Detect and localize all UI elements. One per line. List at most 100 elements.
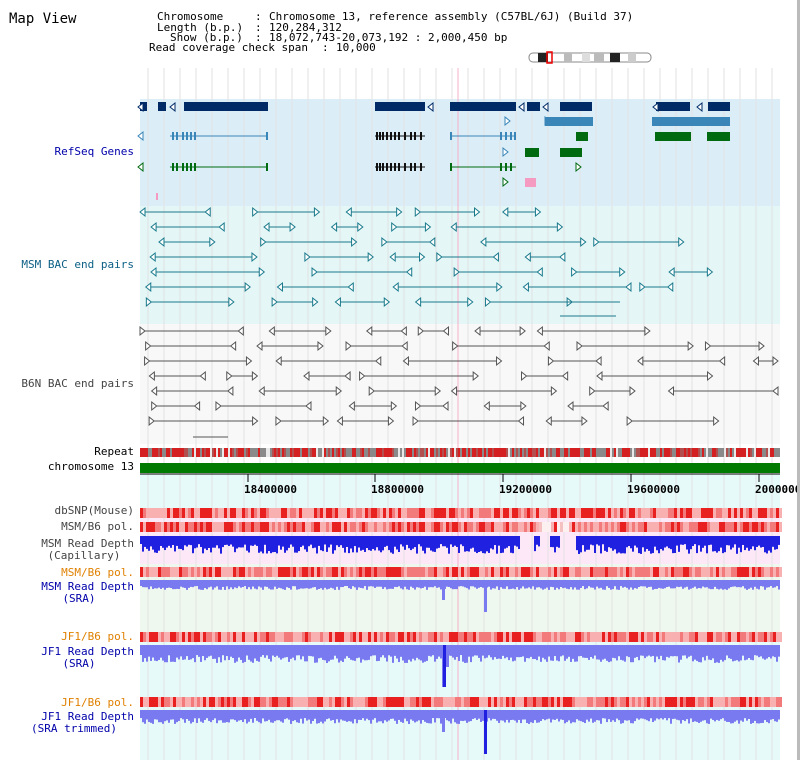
msm-cap-depth xyxy=(732,536,734,548)
msm-pol2-strip xyxy=(518,567,521,577)
repeat-segment xyxy=(174,448,176,457)
msm-cap-depth xyxy=(222,536,224,548)
jf1-pol2-strip xyxy=(740,697,743,707)
jf1-trim-depth xyxy=(704,710,706,721)
msm-sra-depth xyxy=(616,580,618,590)
jf1-pol2-strip xyxy=(545,697,548,707)
msm-pol-strip xyxy=(263,522,266,532)
transcript-exon xyxy=(450,132,452,140)
msm-bac-end xyxy=(389,251,396,263)
msm-pol-strip xyxy=(488,522,491,532)
jf1-trim-depth xyxy=(708,710,710,724)
msm-sra-depth xyxy=(420,580,422,589)
chromosome-ideogram[interactable] xyxy=(528,51,652,64)
repeat-segment xyxy=(440,448,442,457)
msm-bac-end xyxy=(524,251,531,263)
msm-pol-strip xyxy=(737,522,740,532)
msm-sra-depth xyxy=(314,580,316,588)
dbsnp-strip xyxy=(677,508,680,518)
jf1-trim-depth xyxy=(632,710,634,724)
repeat-segment xyxy=(736,448,738,457)
msm-pol-strip xyxy=(245,522,248,532)
jf1-trim-depth xyxy=(644,710,646,720)
msm-pol2-strip xyxy=(347,567,350,577)
msm-sra-depth xyxy=(268,580,270,589)
jf1-sra-depth xyxy=(778,645,780,657)
msm-sra-depth xyxy=(640,580,642,587)
refseq-genes-label[interactable]: RefSeq Genes xyxy=(54,145,134,158)
jf1-pol-strip xyxy=(167,632,170,642)
jf1-pol2-strip xyxy=(191,697,194,707)
msm-sra-depth xyxy=(642,580,644,587)
msm-bac-label[interactable]: MSM BAC end pairs xyxy=(21,258,134,271)
msm-cap-depth xyxy=(458,536,460,553)
b6n-bac-label[interactable]: B6N BAC end pairs xyxy=(21,377,134,390)
b6n-bac-end xyxy=(602,400,609,412)
msm-pol2-strip xyxy=(146,567,149,577)
jf1-pol-strip xyxy=(536,632,539,642)
jf1-sra-depth xyxy=(556,645,558,661)
msm-pol2-strip xyxy=(701,567,704,577)
jf1-trim-depth xyxy=(606,710,608,723)
dbsnp-strip xyxy=(251,508,254,518)
b6n-bac-end xyxy=(704,340,712,352)
msm-sra-depth xyxy=(364,580,366,587)
msm-bac-end xyxy=(559,251,566,263)
dbsnp-strip xyxy=(200,508,203,518)
msm-sra-depth xyxy=(606,580,608,587)
dbsnp-strip xyxy=(389,508,392,518)
jf1-trim-depth xyxy=(410,710,412,720)
jf1-sra-depth xyxy=(580,645,582,656)
repeat-segment xyxy=(336,448,338,457)
jf1-trim-depth xyxy=(332,710,334,721)
repeat-segment xyxy=(204,448,206,457)
msm-pol-strip xyxy=(335,522,338,532)
jf1-trim-depth xyxy=(474,710,476,719)
msm-sra-depth xyxy=(522,580,524,587)
repeat-segment xyxy=(196,448,198,457)
msm-pol-strip xyxy=(617,522,620,532)
jf1-sra-depth xyxy=(722,645,724,662)
repeat-segment xyxy=(300,448,302,457)
msm-cap-depth xyxy=(602,536,604,545)
jf1-pol-strip xyxy=(767,632,770,642)
msm-pol-strip xyxy=(425,522,428,532)
jf1-trim-depth xyxy=(150,710,152,723)
jf1-sra-depth xyxy=(216,645,218,663)
jf1-trim-depth xyxy=(448,710,450,722)
dbsnp-strip xyxy=(701,508,704,518)
jf1-pol2-strip xyxy=(578,697,581,707)
msm-pol-strip xyxy=(482,522,485,532)
msm-pol2-strip xyxy=(158,567,161,577)
msm-sra-depth xyxy=(306,580,308,589)
msm-cap-depth xyxy=(178,536,180,549)
jf1-sra-depth xyxy=(372,645,374,656)
jf1-trim-depth xyxy=(234,710,236,721)
jf1-pol2-strip xyxy=(269,697,272,707)
jf1-pol-strip xyxy=(416,632,419,642)
msm-sra-depth xyxy=(508,580,510,590)
jf1-sra-depth xyxy=(520,645,522,658)
jf1-sra-depth xyxy=(290,645,292,659)
dbsnp-strip xyxy=(155,508,158,518)
msm-pol2-strip xyxy=(221,567,224,577)
msm-sra-depth xyxy=(346,580,348,587)
b6n-bac-end xyxy=(758,340,765,352)
jf1-pol2-strip xyxy=(206,697,209,707)
msm-sra-depth xyxy=(506,580,508,587)
msm-sra-depth xyxy=(162,580,164,588)
msm-pol-strip xyxy=(164,522,167,532)
repeat-segment xyxy=(432,448,434,457)
jf1-sra-depth xyxy=(626,645,628,657)
repeat-segment xyxy=(674,448,676,457)
jf1-sra-depth xyxy=(142,645,144,662)
jf1-sra-depth xyxy=(430,645,432,657)
msm-sra-depth xyxy=(308,580,310,589)
b6n-bac-end xyxy=(275,355,282,367)
dbsnp-strip xyxy=(347,508,350,518)
msm-pol2-strip xyxy=(230,567,233,577)
jf1-trim-depth xyxy=(274,710,276,722)
msm-pol-strip xyxy=(458,522,461,532)
msm-sra-depth xyxy=(682,580,684,589)
